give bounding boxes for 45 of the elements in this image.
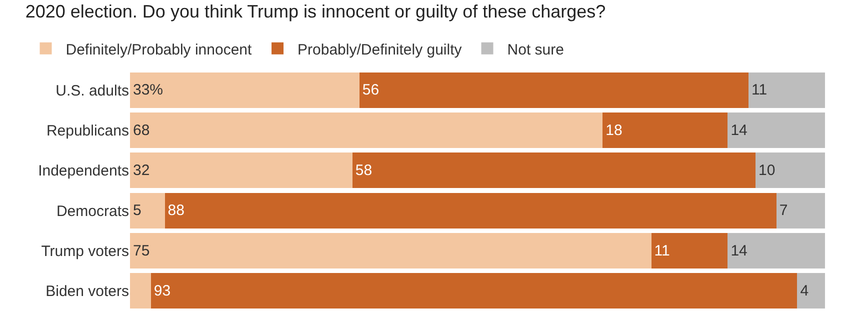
data-label: 88	[168, 202, 184, 220]
bar	[130, 152, 352, 188]
bar	[797, 273, 825, 309]
bar	[748, 72, 825, 108]
bar	[130, 192, 165, 228]
legend-label: Definitely/Probably innocent	[66, 41, 253, 58]
y-tick-label: Biden voters	[46, 283, 129, 300]
data-label: 11	[654, 242, 670, 260]
data-label: 11	[752, 82, 768, 99]
y-tick-label: Republicans	[46, 122, 129, 140]
data-label: 33%	[133, 82, 164, 99]
bar	[651, 233, 728, 268]
data-label: 56	[362, 82, 380, 99]
data-label: 14	[730, 242, 748, 260]
bar	[359, 72, 749, 108]
bar	[130, 273, 151, 309]
bar	[164, 192, 776, 228]
bar	[352, 152, 756, 188]
y-tick-label: Democrats	[56, 202, 129, 220]
bar	[756, 152, 825, 188]
data-label: 93	[154, 282, 171, 300]
data-label: 58	[355, 162, 372, 179]
chart-title: 2020 election. Do you think Trump is innocent or guilty of these charges?	[25, 1, 606, 22]
bar	[602, 112, 728, 148]
data-label: 75	[133, 242, 150, 260]
data-label: 10	[758, 162, 776, 179]
y-tick-label: Independents	[38, 162, 129, 180]
data-label: 4	[800, 282, 809, 300]
bar	[728, 112, 825, 148]
data-label: 7	[779, 202, 788, 220]
data-label: 18	[606, 122, 622, 139]
data-label: 14	[730, 122, 748, 139]
legend-label: Probably/Definitely guilty	[298, 41, 462, 58]
bar	[150, 273, 798, 309]
y-tick-label: U.S. adults	[56, 82, 129, 100]
bar	[776, 192, 825, 228]
bar	[130, 112, 603, 148]
legend-label: Not sure	[507, 41, 564, 58]
y-tick-label: Trump voters	[41, 243, 129, 260]
bar	[130, 72, 360, 108]
bar	[728, 233, 825, 268]
bar	[130, 233, 652, 268]
data-label: 32	[133, 162, 150, 179]
data-label: 68	[133, 122, 150, 139]
data-label: 5	[133, 202, 142, 220]
